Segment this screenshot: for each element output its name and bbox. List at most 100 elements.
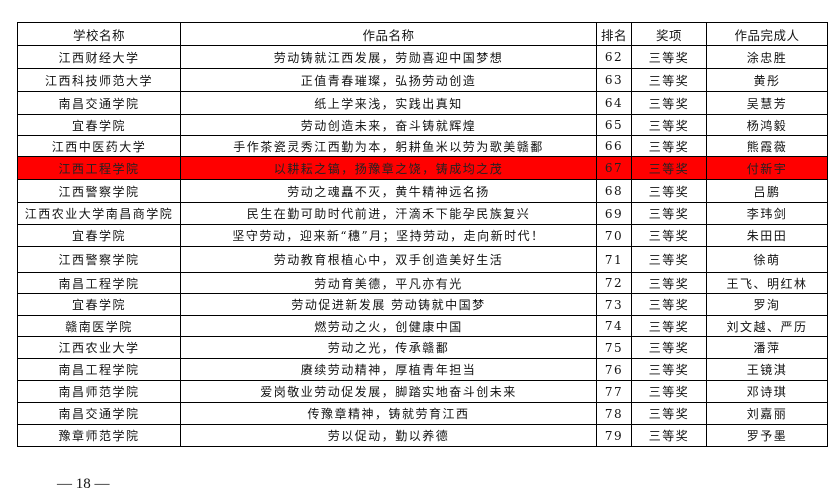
cell-school: 宜春学院 <box>17 114 181 136</box>
cell-work: 劳动育美德，平凡亦有光 <box>180 272 597 294</box>
header-school: 学校名称 <box>17 22 181 46</box>
cell-work: 正值青春璀璨，弘扬劳动创造 <box>180 68 597 92</box>
cell-award: 三等奖 <box>631 424 707 447</box>
cell-work: 爱岗敬业劳动促发展，脚踏实地奋斗创未来 <box>180 380 597 403</box>
cell-rank: 65 <box>596 114 632 136</box>
table-row: 江西农业大学南昌商学院 民生在勤可助时代前进，汗滴禾下能孕民族复兴 69 三等奖 李玮剑 <box>17 202 828 225</box>
header-award: 奖项 <box>631 22 707 46</box>
cell-award: 三等奖 <box>631 45 707 69</box>
cell-school: 江西工程学院 <box>17 156 181 180</box>
cell-rank: 70 <box>596 224 632 247</box>
cell-award: 三等奖 <box>631 358 707 381</box>
table-row: 江西科技师范大学 正值青春璀璨，弘扬劳动创造 63 三等奖 黄彤 <box>17 68 828 92</box>
cell-rank: 68 <box>596 179 632 203</box>
cell-school: 江西科技师范大学 <box>17 68 181 92</box>
cell-rank: 62 <box>596 45 632 69</box>
table-row: 宜春学院 劳动创造未来，奋斗铸就辉煌 65 三等奖 杨鸿毅 <box>17 114 828 136</box>
cell-work: 以耕耘之镐，扬豫章之饶，铸成均之茂 <box>180 156 597 180</box>
cell-work: 手作茶瓷灵秀江西勤为本，躬耕鱼米以劳为歌美赣鄱 <box>180 135 597 157</box>
cell-rank: 67 <box>596 156 632 180</box>
cell-award: 三等奖 <box>631 315 707 337</box>
cell-award: 三等奖 <box>631 272 707 294</box>
cell-author: 罗予墨 <box>706 424 828 447</box>
cell-author: 吴慧芳 <box>706 91 828 115</box>
cell-school: 江西财经大学 <box>17 45 181 69</box>
cell-award: 三等奖 <box>631 114 707 136</box>
cell-rank: 71 <box>596 246 632 273</box>
cell-school: 江西中医药大学 <box>17 135 181 157</box>
cell-work: 民生在勤可助时代前进，汗滴禾下能孕民族复兴 <box>180 202 597 225</box>
cell-award: 三等奖 <box>631 202 707 225</box>
cell-rank: 74 <box>596 315 632 337</box>
cell-author: 付新宇 <box>706 156 828 180</box>
cell-author: 李玮剑 <box>706 202 828 225</box>
cell-author: 朱田田 <box>706 224 828 247</box>
cell-work: 劳动铸就江西发展，劳勋喜迎中国梦想 <box>180 45 597 69</box>
cell-author: 吕鹏 <box>706 179 828 203</box>
table-row: 赣南医学院 燃劳动之火，创健康中国 74 三等奖 刘文越、严历 <box>17 315 828 337</box>
cell-rank: 77 <box>596 380 632 403</box>
cell-award: 三等奖 <box>631 179 707 203</box>
table-row: 江西警察学院 劳动教育根植心中，双手创造美好生活 71 三等奖 徐萌 <box>17 246 828 273</box>
cell-author: 涂忠胜 <box>706 45 828 69</box>
cell-rank: 66 <box>596 135 632 157</box>
award-table: 学校名称 作品名称 排名 奖项 作品完成人 江西财经大学 劳动铸就江西发展，劳勋喜… <box>17 22 828 447</box>
cell-author: 刘文越、严历 <box>706 315 828 337</box>
cell-author: 杨鸿毅 <box>706 114 828 136</box>
cell-school: 宜春学院 <box>17 293 181 316</box>
table-row: 南昌工程学院 赓续劳动精神，厚植青年担当 76 三等奖 王镜淇 <box>17 358 828 381</box>
cell-rank: 76 <box>596 358 632 381</box>
cell-rank: 75 <box>596 336 632 359</box>
cell-rank: 79 <box>596 424 632 447</box>
cell-award: 三等奖 <box>631 293 707 316</box>
cell-school: 江西农业大学 <box>17 336 181 359</box>
table-row: 南昌工程学院 劳动育美德，平凡亦有光 72 三等奖 王飞、明红林 <box>17 272 828 294</box>
cell-work: 燃劳动之火，创健康中国 <box>180 315 597 337</box>
cell-work: 劳动创造未来，奋斗铸就辉煌 <box>180 114 597 136</box>
table-row: 豫章师范学院 劳以促动，勤以养德 79 三等奖 罗予墨 <box>17 424 828 447</box>
cell-author: 潘萍 <box>706 336 828 359</box>
cell-rank: 63 <box>596 68 632 92</box>
cell-work: 赓续劳动精神，厚植青年担当 <box>180 358 597 381</box>
cell-work: 劳动教育根植心中，双手创造美好生活 <box>180 246 597 273</box>
cell-school: 赣南医学院 <box>17 315 181 337</box>
header-rank: 排名 <box>596 22 632 46</box>
cell-school: 南昌师范学院 <box>17 380 181 403</box>
cell-author: 邓诗琪 <box>706 380 828 403</box>
table-row: 南昌交通学院 纸上学来浅，实践出真知 64 三等奖 吴慧芳 <box>17 91 828 115</box>
cell-author: 熊霞薇 <box>706 135 828 157</box>
cell-school: 江西警察学院 <box>17 179 181 203</box>
cell-school: 豫章师范学院 <box>17 424 181 447</box>
cell-work: 劳动之光，传承赣鄱 <box>180 336 597 359</box>
cell-school: 江西警察学院 <box>17 246 181 273</box>
header-author: 作品完成人 <box>706 22 828 46</box>
cell-school: 南昌工程学院 <box>17 358 181 381</box>
cell-author: 刘嘉丽 <box>706 402 828 425</box>
cell-award: 三等奖 <box>631 402 707 425</box>
cell-work: 劳动促进新发展 劳动铸就中国梦 <box>180 293 597 316</box>
cell-award: 三等奖 <box>631 135 707 157</box>
header-work: 作品名称 <box>180 22 597 46</box>
cell-award: 三等奖 <box>631 336 707 359</box>
cell-award: 三等奖 <box>631 68 707 92</box>
cell-rank: 72 <box>596 272 632 294</box>
page-number: — 18 — <box>57 476 110 492</box>
table-row: 南昌交通学院 传豫章精神，铸就劳育江西 78 三等奖 刘嘉丽 <box>17 402 828 425</box>
table-row: 宜春学院 坚守劳动，迎来新“穗”月；坚持劳动，走向新时代！ 70 三等奖 朱田田 <box>17 224 828 247</box>
table-row: 江西中医药大学 手作茶瓷灵秀江西勤为本，躬耕鱼米以劳为歌美赣鄱 66 三等奖 熊霞薇 <box>17 135 828 157</box>
cell-rank: 69 <box>596 202 632 225</box>
cell-author: 黄彤 <box>706 68 828 92</box>
cell-author: 王飞、明红林 <box>706 272 828 294</box>
cell-school: 江西农业大学南昌商学院 <box>17 202 181 225</box>
header-row: 学校名称 作品名称 排名 奖项 作品完成人 <box>17 22 828 46</box>
cell-work: 劳以促动，勤以养德 <box>180 424 597 447</box>
cell-award: 三等奖 <box>631 91 707 115</box>
cell-award: 三等奖 <box>631 156 707 180</box>
cell-author: 徐萌 <box>706 246 828 273</box>
table-row: 宜春学院 劳动促进新发展 劳动铸就中国梦 73 三等奖 罗洵 <box>17 293 828 316</box>
cell-school: 南昌工程学院 <box>17 272 181 294</box>
cell-school: 宜春学院 <box>17 224 181 247</box>
cell-school: 南昌交通学院 <box>17 91 181 115</box>
cell-author: 罗洵 <box>706 293 828 316</box>
cell-award: 三等奖 <box>631 224 707 247</box>
